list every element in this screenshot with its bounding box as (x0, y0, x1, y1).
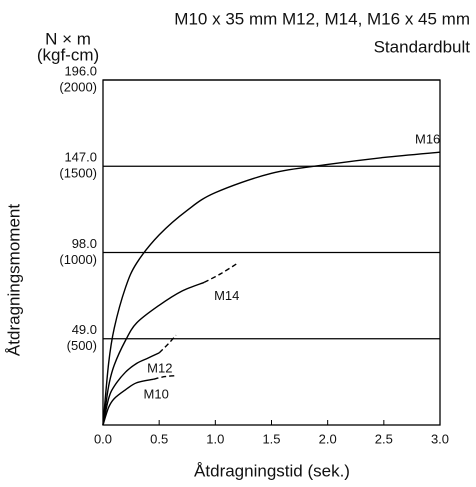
x-tick-label: 1.0 (206, 431, 224, 446)
series-label: M10 (144, 387, 169, 402)
chart-subtitle: Standardbult (374, 37, 471, 56)
y-tick-label: 98.0 (72, 236, 97, 251)
x-tick-label: 2.0 (319, 431, 337, 446)
series-line (102, 281, 205, 426)
series-line (153, 375, 177, 380)
x-tick-label: 3.0 (431, 431, 449, 446)
y-tick-sublabel: (500) (67, 338, 97, 353)
y-tick-label: 49.0 (72, 322, 97, 337)
y-tick-sublabel: (2000) (59, 79, 97, 94)
series-label: M12 (147, 360, 172, 375)
series-line (158, 334, 177, 354)
series-line (203, 262, 239, 284)
x-tick-label: 1.5 (262, 431, 280, 446)
x-tick-label: 2.5 (375, 431, 393, 446)
y-axis-title: Åtdragningsmoment (4, 204, 23, 356)
y-tick-label: 147.0 (64, 150, 97, 165)
x-tick-label: 0.5 (150, 431, 168, 446)
series-line (102, 151, 441, 426)
y-unit-secondary: (kgf-cm) (37, 45, 99, 64)
x-tick-label: 0.0 (94, 431, 112, 446)
series-line (102, 378, 154, 426)
y-tick-sublabel: (1500) (59, 166, 97, 181)
series-line (102, 352, 160, 426)
chart-title: M10 x 35 mm M12, M14, M16 x 45 mm (174, 9, 470, 28)
y-tick-sublabel: (1000) (59, 252, 97, 267)
series-label: M16 (415, 132, 440, 147)
y-tick-label: 196.0 (64, 63, 97, 78)
x-axis-title: Åtdragningstid (sek.) (194, 461, 350, 480)
series-label: M14 (214, 288, 239, 303)
y-unit: N × m (45, 29, 91, 48)
